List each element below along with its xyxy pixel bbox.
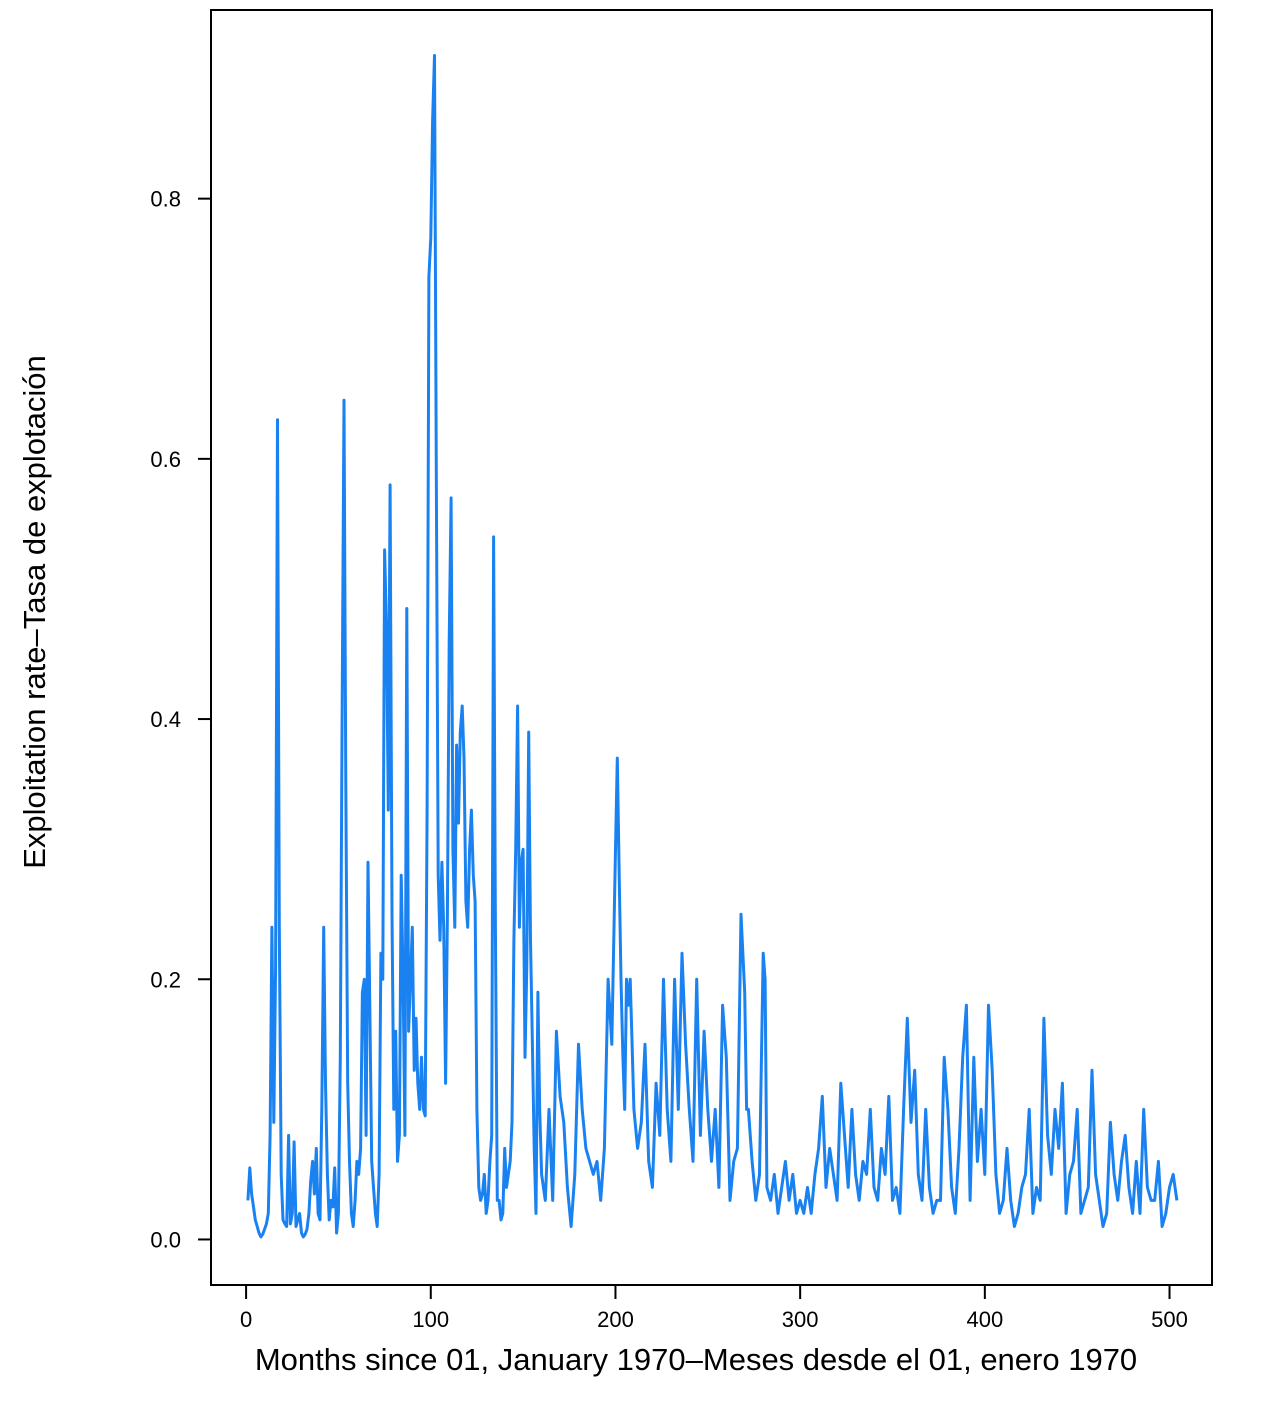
x-tick-label: 0 (240, 1307, 252, 1332)
series-layer (246, 54, 1179, 1239)
y-tick-label: 0.4 (150, 707, 181, 732)
y-tick-label: 0.0 (150, 1227, 181, 1252)
y-axis-title: Exploitation rate–Tasa de explotación (17, 355, 52, 869)
y-tick-label: 0.2 (150, 967, 181, 992)
plot-frame (210, 9, 1213, 1286)
x-tick-label: 400 (966, 1307, 1003, 1332)
x-axis-title: Months since 01, January 1970–Meses desd… (255, 1342, 1137, 1377)
plot-border (210, 9, 1213, 1286)
y-axis: 0.0 0.2 0.4 0.6 0.8 (150, 187, 211, 1252)
series-line (246, 54, 1179, 1239)
x-tick-label: 500 (1151, 1307, 1188, 1332)
x-tick-label: 200 (597, 1307, 634, 1332)
y-tick-label: 0.8 (150, 187, 181, 212)
x-tick-label: 300 (782, 1307, 819, 1332)
x-tick-label: 100 (412, 1307, 449, 1332)
y-tick-label: 0.6 (150, 447, 181, 472)
x-axis: 0 100 200 300 400 500 (240, 1285, 1188, 1332)
